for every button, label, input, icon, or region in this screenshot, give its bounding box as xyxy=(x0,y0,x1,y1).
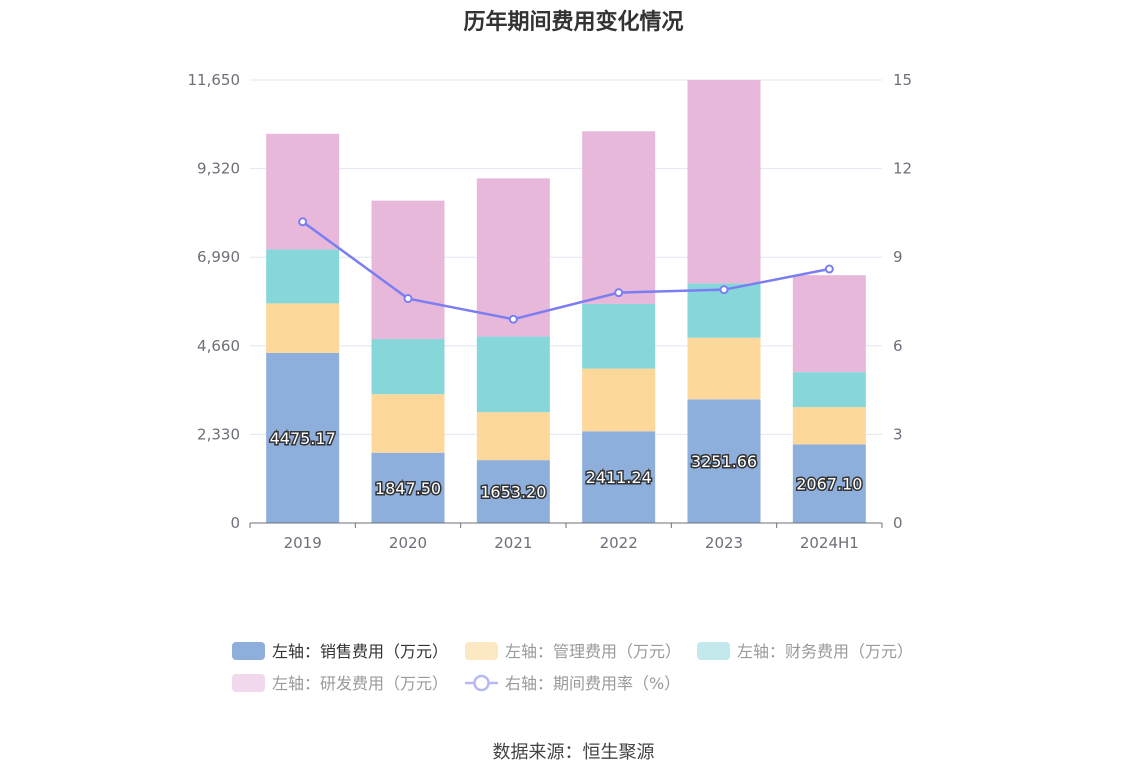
grid-lines xyxy=(250,79,882,435)
bar-segment xyxy=(371,200,445,340)
legend-swatch xyxy=(232,642,265,660)
bar-segment xyxy=(792,275,866,373)
legend-swatch xyxy=(697,642,730,660)
x-tick-label: 2019 xyxy=(284,534,322,552)
x-tick-label: 2022 xyxy=(600,534,638,552)
data-label: 1847.50 xyxy=(375,479,441,498)
legend-item: 右轴：期间费用率（%） xyxy=(465,674,680,693)
bar-segment xyxy=(582,368,656,432)
legend-marker xyxy=(473,674,490,692)
bar-segment xyxy=(266,352,340,523)
bar-segment xyxy=(582,131,656,304)
axis-layer: 0 2,330 4,660 6,990 9,320 11,650 0 3 6 9 12 15 2019 2… xyxy=(188,71,913,552)
data-source-note: 数据来源：恒生聚源 xyxy=(492,742,655,763)
legend-item: 左轴：销售费用（万元） xyxy=(232,642,448,661)
data-label-layer: 4475.17 1847.50 1653.20 2411.24 3251.66 2067.… xyxy=(268,427,864,503)
legend-label: 左轴：研发费用（万元） xyxy=(272,674,448,693)
data-label: 1653.20 xyxy=(480,483,546,502)
legend-swatch xyxy=(465,642,498,660)
bar-segment xyxy=(792,444,866,523)
bar-segment xyxy=(476,178,550,337)
y-left-tick-label: 11,650 xyxy=(188,71,241,89)
bar-segment xyxy=(371,339,445,395)
data-label: 2411.24 xyxy=(586,468,652,487)
y-right-tick-label: 0 xyxy=(893,514,903,532)
bar-layer xyxy=(266,79,866,523)
x-tick-label: 2020 xyxy=(389,534,427,552)
expense-rate-point xyxy=(614,288,624,298)
x-tick-label: 2021 xyxy=(494,534,532,552)
expense-rate-line xyxy=(301,220,830,321)
y-left-tick-label: 6,990 xyxy=(197,248,240,266)
bar-segment xyxy=(792,407,866,445)
legend-item: 左轴：财务费用（万元） xyxy=(697,642,913,661)
bar-segment xyxy=(687,337,761,400)
legend-item: 左轴：研发费用（万元） xyxy=(232,674,448,693)
y-right-tick-label: 3 xyxy=(893,425,903,443)
x-tick-label: 2024H1 xyxy=(800,534,859,552)
expense-rate-point xyxy=(719,285,729,295)
legend-label: 左轴：财务费用（万元） xyxy=(737,642,913,661)
expense-rate-point xyxy=(508,314,518,324)
bar-segment xyxy=(266,133,340,250)
data-label: 4475.17 xyxy=(270,429,336,448)
expense-rate-point xyxy=(298,217,308,227)
bar-segment xyxy=(266,249,340,304)
bar-segment xyxy=(687,79,761,284)
legend: 左轴：销售费用（万元） 左轴：管理费用（万元） 左轴：财务费用（万元） 左轴：研发费用… xyxy=(232,642,913,693)
legend-swatch xyxy=(232,674,265,692)
data-label: 3251.66 xyxy=(691,452,757,471)
bar-segment xyxy=(582,431,656,523)
expense-rate-point xyxy=(403,294,413,304)
bar-segment xyxy=(476,412,550,461)
bar-segment xyxy=(687,399,761,523)
y-left-tick-label: 2,330 xyxy=(197,425,240,443)
y-left-tick-label: 4,660 xyxy=(197,337,240,355)
bar-segment xyxy=(266,303,340,353)
legend-label: 左轴：销售费用（万元） xyxy=(272,642,448,661)
y-right-tick-label: 9 xyxy=(893,248,903,266)
y-right-tick-label: 15 xyxy=(893,71,912,89)
y-left-tick-label: 9,320 xyxy=(197,160,240,178)
chart-title: 历年期间费用变化情况 xyxy=(463,10,684,35)
expense-rate-point xyxy=(824,264,834,274)
bar-segment xyxy=(371,452,445,523)
bar-segment xyxy=(476,460,550,523)
data-label: 2067.10 xyxy=(796,475,862,494)
y-right-tick-label: 12 xyxy=(893,160,912,178)
bar-segment xyxy=(582,303,656,369)
bar-segment xyxy=(371,394,445,453)
y-left-tick-label: 0 xyxy=(230,514,240,532)
chart-svg: 0 2,330 4,660 6,990 9,320 11,650 0 3 6 9 12 15 2019 2… xyxy=(188,71,914,693)
legend-item: 左轴：管理费用（万元） xyxy=(465,642,681,661)
bar-segment xyxy=(476,336,550,413)
line-layer xyxy=(298,217,834,324)
bar-segment xyxy=(792,372,866,408)
legend-label: 左轴：管理费用（万元） xyxy=(505,642,681,661)
legend-label: 右轴：期间费用率（%） xyxy=(505,674,680,693)
y-right-tick-label: 6 xyxy=(893,337,903,355)
x-tick-label: 2023 xyxy=(705,534,743,552)
